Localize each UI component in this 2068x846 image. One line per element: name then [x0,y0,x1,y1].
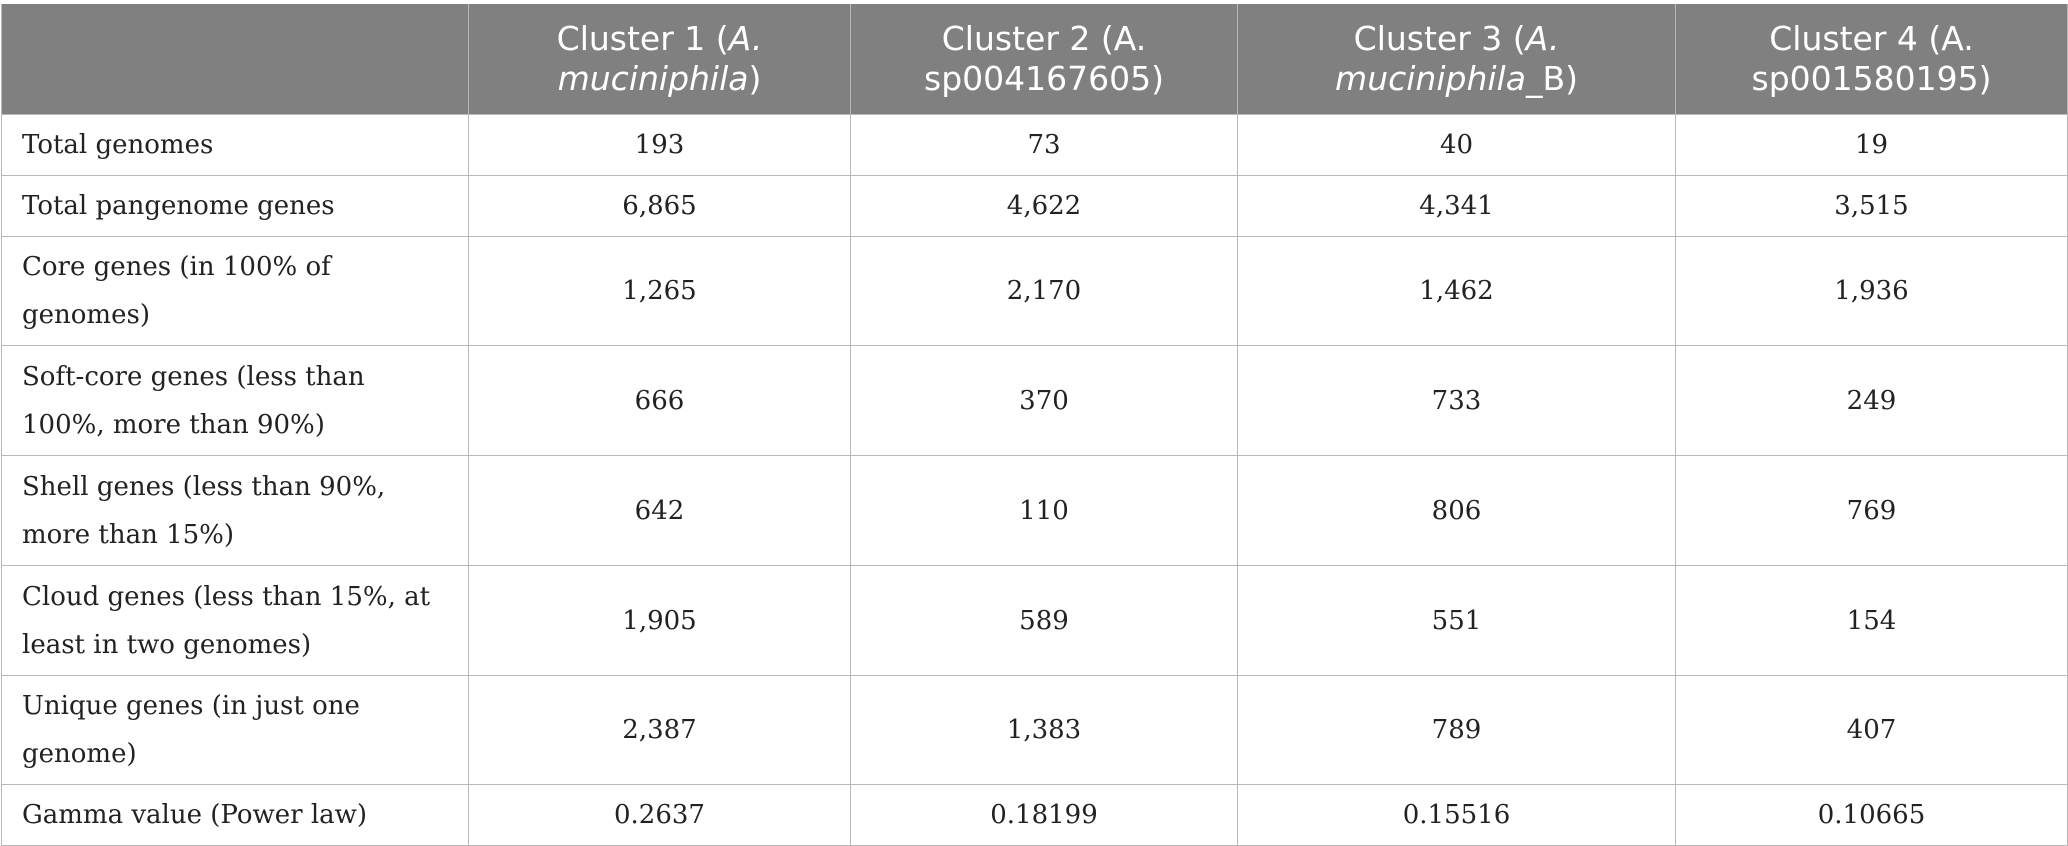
row-label: Total pangenome genes [1,175,469,237]
table-cell: 407 [1675,675,2068,785]
table-row: Core genes (in 100% of genomes) 1,265 2,… [1,236,2068,346]
table-cell: 3,515 [1675,175,2068,237]
table-row: Total pangenome genes 6,865 4,622 4,341 … [1,175,2068,237]
table-cell: 642 [468,455,851,566]
row-label: Core genes (in 100% of genomes) [1,236,469,346]
table-cell: 370 [850,345,1238,456]
table-cell: 2,387 [468,675,851,785]
row-label: Gamma value (Power law) [1,784,469,846]
table-cell: 0.15516 [1237,784,1676,846]
table-cell: 1,265 [468,236,851,346]
row-label: Cloud genes (less than 15%, at least in … [1,565,469,676]
table-cell: 193 [468,114,851,176]
table-cell: 249 [1675,345,2068,456]
table-cell: 0.2637 [468,784,851,846]
row-label: Unique genes (in just one genome) [1,675,469,785]
table-row: Soft-core genes (less than 100%, more th… [1,345,2068,456]
table-cell: 0.18199 [850,784,1238,846]
table-row: Shell genes (less than 90%, more than 15… [1,455,2068,566]
table-row: Unique genes (in just one genome) 2,387 … [1,675,2068,785]
header-cell-cluster-1: Cluster 1 (A. muciniphila) [468,4,851,115]
table-cell: 589 [850,565,1238,676]
table-row: Cloud genes (less than 15%, at least in … [1,565,2068,676]
pangenome-table: Cluster 1 (A. muciniphila) Cluster 2 (A.… [1,4,2068,846]
table-cell: 40 [1237,114,1676,176]
table-cell: 0.10665 [1675,784,2068,846]
header-cell-cluster-4: Cluster 4 (A. sp001580195) [1675,4,2068,115]
table-cell: 1,462 [1237,236,1676,346]
table-cell: 110 [850,455,1238,566]
table-cell: 19 [1675,114,2068,176]
table-cell: 154 [1675,565,2068,676]
header-cell-empty [1,4,469,115]
table-cell: 666 [468,345,851,456]
table-cell: 2,170 [850,236,1238,346]
table-cell: 769 [1675,455,2068,566]
table-cell: 806 [1237,455,1676,566]
table-cell: 1,905 [468,565,851,676]
table-cell: 4,341 [1237,175,1676,237]
header-cell-cluster-2: Cluster 2 (A. sp004167605) [850,4,1238,115]
table-cell: 4,622 [850,175,1238,237]
row-label: Soft-core genes (less than 100%, more th… [1,345,469,456]
row-label: Total genomes [1,114,469,176]
row-label: Shell genes (less than 90%, more than 15… [1,455,469,566]
table-cell: 73 [850,114,1238,176]
table-cell: 551 [1237,565,1676,676]
table-row: Gamma value (Power law) 0.2637 0.18199 0… [1,784,2068,846]
header-cell-cluster-3: Cluster 3 (A. muciniphila_B) [1237,4,1676,115]
header-row: Cluster 1 (A. muciniphila) Cluster 2 (A.… [1,4,2068,115]
table-cell: 789 [1237,675,1676,785]
table-cell: 1,383 [850,675,1238,785]
table-cell: 733 [1237,345,1676,456]
table-cell: 1,936 [1675,236,2068,346]
table-cell: 6,865 [468,175,851,237]
table-row: Total genomes 193 73 40 19 [1,114,2068,176]
